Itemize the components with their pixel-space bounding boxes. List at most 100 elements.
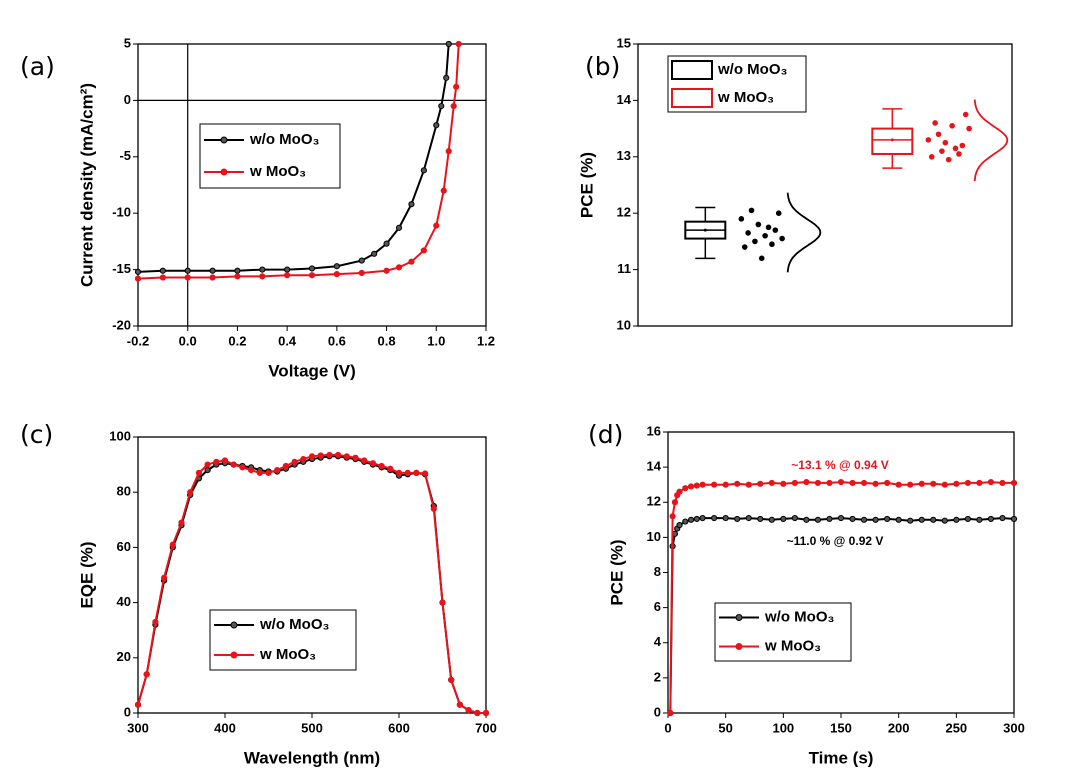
data-point — [143, 671, 150, 678]
data-point — [748, 207, 755, 214]
data-point — [860, 516, 868, 523]
data-point — [482, 709, 490, 717]
data-point — [768, 516, 775, 523]
x-axis-label: Wavelength (nm) — [244, 748, 380, 767]
data-point — [907, 481, 914, 488]
y-axis-label: EQE (%) — [77, 541, 96, 608]
data-point — [814, 479, 822, 487]
y-tick-label: 14 — [647, 459, 662, 474]
plot-frame — [667, 431, 1015, 714]
data-point — [234, 267, 241, 274]
data-point — [234, 273, 241, 280]
x-tick-label: 0.0 — [179, 333, 197, 348]
distribution-curve — [786, 192, 822, 273]
data-point — [849, 515, 856, 523]
data-point — [779, 235, 785, 242]
data-point — [755, 221, 762, 228]
x-tick-label: 150 — [830, 720, 852, 735]
x-tick-label: 1.0 — [427, 333, 445, 348]
data-point — [422, 470, 429, 477]
data-point — [762, 232, 768, 239]
data-point — [358, 269, 365, 277]
data-point — [448, 676, 455, 683]
y-tick-label: 0 — [124, 92, 131, 107]
y-axis-label: PCE (%) — [607, 539, 626, 605]
data-point — [159, 274, 166, 281]
x-tick-label: 200 — [888, 720, 910, 735]
data-point — [803, 478, 810, 486]
series-line — [137, 43, 460, 280]
data-point — [849, 479, 856, 487]
y-tick-label: -15 — [112, 261, 131, 276]
data-point — [308, 272, 316, 279]
y-tick-label: -20 — [112, 317, 131, 332]
data-point — [676, 488, 683, 495]
data-point — [942, 139, 949, 146]
data-point — [953, 516, 960, 523]
data-point — [445, 148, 452, 155]
legend-label: w/o MoO₃ — [717, 61, 787, 78]
data-point — [976, 479, 983, 487]
data-point — [161, 574, 168, 581]
data-point — [669, 513, 676, 520]
data-point — [722, 481, 729, 488]
y-axis-label: PCE (%) — [577, 152, 596, 218]
data-point — [439, 599, 446, 606]
data-point — [895, 481, 902, 488]
data-point — [734, 515, 741, 523]
legend-marker — [230, 651, 238, 659]
y-tick-label: 10 — [647, 529, 661, 544]
data-point — [987, 515, 995, 523]
data-point — [928, 154, 935, 160]
data-point — [930, 516, 937, 523]
data-point — [265, 469, 272, 476]
data-point — [221, 457, 229, 464]
data-point — [326, 451, 333, 459]
data-point — [999, 514, 1006, 522]
x-tick-label: 700 — [475, 720, 497, 735]
data-point — [687, 516, 695, 523]
data-point — [738, 216, 745, 222]
data-point — [676, 521, 683, 529]
y-tick-label: 11 — [617, 261, 631, 276]
data-point — [395, 224, 403, 231]
data-point — [134, 275, 142, 282]
data-point — [420, 247, 427, 254]
y-tick-label: 12 — [617, 205, 631, 220]
legend-label: w/o MoO₃ — [249, 131, 319, 148]
data-point — [745, 230, 751, 236]
data-point — [291, 458, 298, 465]
x-tick-label: 0.8 — [378, 333, 396, 348]
data-point — [711, 481, 718, 488]
y-tick-label: 0 — [124, 704, 131, 719]
x-tick-label: 400 — [214, 720, 236, 735]
data-point — [884, 515, 891, 523]
legend-label: w MoO₃ — [717, 89, 774, 106]
data-point — [752, 238, 758, 245]
data-point — [195, 469, 202, 476]
x-tick-label: 0.2 — [228, 333, 246, 348]
data-point — [361, 457, 368, 464]
data-point — [178, 519, 185, 526]
data-point — [758, 255, 765, 262]
y-tick-label: 16 — [647, 423, 661, 438]
annotation: ~11.0 % @ 0.92 V — [787, 534, 884, 548]
y-tick-label: 40 — [117, 594, 131, 609]
x-tick-label: 0.4 — [278, 333, 297, 348]
data-point — [209, 274, 216, 281]
panel-label: (a) — [20, 52, 55, 81]
x-tick-label: 300 — [127, 720, 149, 735]
y-tick-label: 80 — [117, 484, 131, 499]
legend-label: w MoO₃ — [764, 637, 821, 654]
data-point — [383, 267, 390, 274]
data-point — [939, 148, 945, 154]
y-tick-label: 2 — [654, 669, 661, 684]
data-point — [430, 505, 437, 512]
data-point — [343, 453, 350, 460]
data-point — [687, 483, 695, 490]
data-point — [803, 516, 810, 523]
data-point — [860, 479, 868, 487]
plot-frame — [137, 436, 487, 714]
y-tick-label: 13 — [617, 148, 631, 163]
data-point — [741, 244, 748, 250]
